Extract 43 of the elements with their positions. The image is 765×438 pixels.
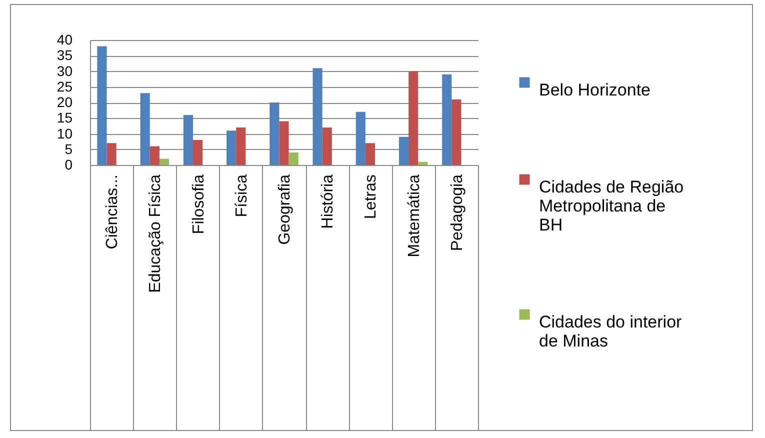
y-tick-label: 15 bbox=[56, 110, 73, 126]
bar bbox=[183, 115, 193, 165]
x-tick-label: Letras bbox=[362, 174, 380, 219]
x-tick-label: Pedagogia bbox=[448, 174, 466, 252]
bar bbox=[312, 68, 322, 165]
bar bbox=[279, 121, 289, 165]
y-tick-label: 5 bbox=[64, 140, 73, 157]
bar bbox=[365, 143, 376, 165]
bar bbox=[97, 46, 107, 165]
y-tick-label: 30 bbox=[56, 62, 73, 79]
bar bbox=[159, 158, 170, 165]
bar bbox=[408, 71, 418, 165]
bar bbox=[270, 102, 280, 165]
legend-label: Cidades do interior de Minas bbox=[539, 312, 682, 350]
legend-label: Cidades de Região Metropolitana de BH bbox=[539, 178, 684, 234]
bar bbox=[442, 74, 452, 165]
bar bbox=[236, 128, 246, 165]
bar bbox=[226, 130, 236, 165]
y-tick-label: 40 bbox=[56, 32, 73, 48]
bar bbox=[150, 146, 160, 165]
bar bbox=[288, 152, 298, 165]
bar bbox=[192, 140, 203, 165]
bar bbox=[452, 99, 462, 165]
x-tick-label: Ciências... bbox=[104, 174, 122, 250]
y-tick-label: 10 bbox=[56, 125, 73, 142]
y-tick-label: 20 bbox=[56, 94, 73, 110]
x-tick-label: Educação Física bbox=[147, 174, 164, 293]
bar bbox=[322, 128, 332, 165]
chart-border: Ciências... Educação Física Filosofia Física Geografia História Letras Matemática Pedagogia 0 5 10 15 20 25 30 35 40 Belo Horizonte Cidades de Região Metropolitana de BH Cidades do interior de Minas bbox=[10, 4, 753, 431]
y-tick-label: 25 bbox=[56, 78, 73, 94]
bar bbox=[140, 93, 150, 165]
bar bbox=[356, 112, 366, 165]
x-tick-label: Matemática bbox=[406, 174, 423, 258]
bar bbox=[418, 162, 428, 165]
bar bbox=[106, 143, 116, 165]
legend-label: Belo Horizonte bbox=[539, 80, 651, 100]
x-tick-label: Geografia bbox=[276, 174, 294, 245]
bar bbox=[398, 136, 409, 165]
x-tick-label: Filosofia bbox=[190, 174, 208, 234]
x-tick-label: Física bbox=[233, 174, 250, 218]
y-tick-label: 0 bbox=[64, 156, 73, 172]
y-tick-label: 35 bbox=[56, 47, 73, 64]
x-tick-label: História bbox=[320, 174, 337, 229]
